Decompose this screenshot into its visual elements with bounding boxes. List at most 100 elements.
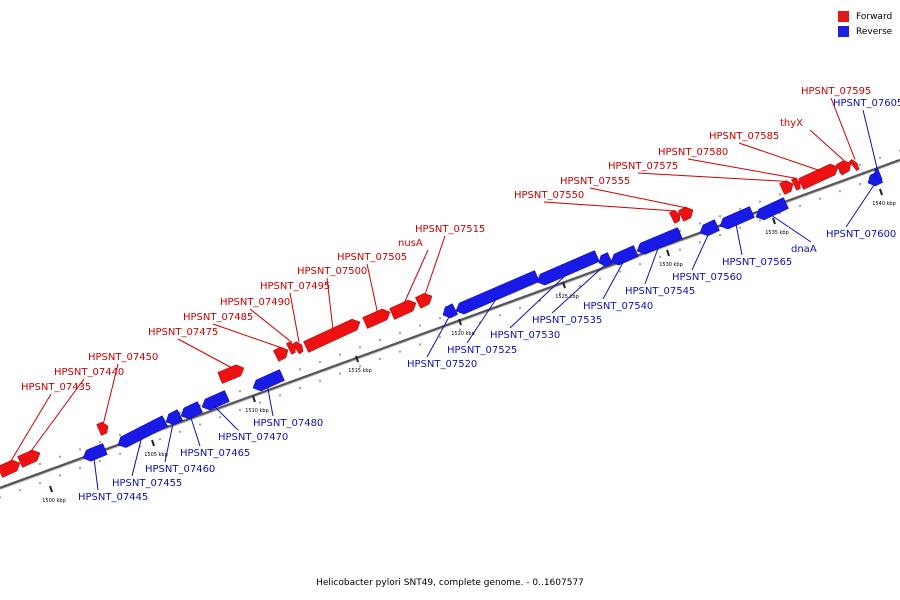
gene-label: HPSNT_07525 bbox=[447, 345, 517, 356]
gene-leader-line bbox=[424, 235, 446, 295]
gene-arrow bbox=[362, 308, 391, 329]
gene-label: HPSNT_07465 bbox=[180, 448, 250, 459]
gene-label: HPSNT_07545 bbox=[625, 286, 695, 297]
gene-arrow bbox=[117, 415, 169, 448]
gene-label: nusA bbox=[398, 238, 423, 249]
gene-label: HPSNT_07550 bbox=[514, 190, 584, 201]
gene-label: HPSNT_07560 bbox=[672, 272, 742, 283]
gene-label: HPSNT_07495 bbox=[260, 281, 330, 292]
gene-leader-line bbox=[289, 292, 300, 343]
gene-label: HPSNT_07595 bbox=[801, 86, 871, 97]
gene-leader-line bbox=[164, 423, 174, 463]
gene-arrow bbox=[790, 177, 801, 191]
gene-arrow bbox=[217, 364, 245, 384]
gene-leader-line bbox=[466, 298, 497, 344]
map-caption: Helicobacter pylori SNT49, complete geno… bbox=[316, 578, 584, 588]
gene-label: HPSNT_07470 bbox=[218, 432, 288, 443]
gene-arrow bbox=[292, 341, 304, 355]
gene-label: HPSNT_07485 bbox=[183, 312, 253, 323]
gene-label: HPSNT_07585 bbox=[709, 131, 779, 142]
gene-arrow bbox=[636, 227, 683, 255]
gene-label: HPSNT_07480 bbox=[253, 418, 323, 429]
gene-leader-line bbox=[845, 184, 875, 228]
gene-label: HPSNT_07500 bbox=[297, 266, 367, 277]
gene-leader-line bbox=[177, 338, 233, 369]
gene-label: HPSNT_07600 bbox=[826, 229, 896, 240]
gene-label: HPSNT_07565 bbox=[722, 257, 792, 268]
gene-label: HPSNT_07490 bbox=[220, 297, 290, 308]
gene-label: HPSNT_07505 bbox=[337, 252, 407, 263]
gene-leader-line bbox=[770, 214, 812, 243]
gene-label: HPSNT_07535 bbox=[532, 315, 602, 326]
gene-arrow bbox=[874, 168, 883, 182]
gene-label: HPSNT_07555 bbox=[560, 176, 630, 187]
gene-leader-line bbox=[93, 458, 99, 491]
tick-label: 1505 kbp bbox=[144, 452, 168, 458]
gene-label: HPSNT_07575 bbox=[608, 161, 678, 172]
gene-leader-line bbox=[691, 233, 709, 271]
gene-label: HPSNT_07445 bbox=[78, 492, 148, 503]
tick-mark bbox=[772, 217, 776, 225]
legend-item-reverse: Reverse bbox=[838, 24, 892, 39]
gene-leader-line bbox=[809, 129, 846, 162]
legend-label-reverse: Reverse bbox=[856, 26, 893, 37]
gene-arrow bbox=[610, 245, 639, 266]
gene-arrow bbox=[201, 390, 230, 411]
gene-label: HPSNT_07580 bbox=[658, 147, 728, 158]
gene-leader-line bbox=[103, 363, 119, 424]
gene-arrow bbox=[849, 159, 860, 172]
gene-arrow bbox=[17, 449, 41, 468]
tick-label: 1525 kbp bbox=[555, 294, 579, 300]
gene-label: HPSNT_07460 bbox=[145, 464, 215, 475]
tick-mark bbox=[49, 485, 53, 493]
gene-arrow bbox=[699, 219, 720, 237]
gene-arrow bbox=[82, 443, 108, 462]
tick-label: 1515 kbp bbox=[348, 368, 372, 374]
gene-arrow bbox=[442, 303, 459, 319]
tick-label: 1520 kbp bbox=[451, 331, 475, 337]
gene-arrow bbox=[180, 401, 203, 420]
gene-leader-line bbox=[830, 97, 856, 160]
gene-label: HPSNT_07440 bbox=[54, 367, 124, 378]
gene-leader-line bbox=[249, 308, 293, 343]
tick-mark bbox=[458, 318, 462, 326]
gene-label: HPSNT_07520 bbox=[407, 359, 477, 370]
tick-mark bbox=[355, 355, 359, 363]
gene-label: HPSNT_07450 bbox=[88, 352, 158, 363]
gene-label: HPSNT_07435 bbox=[21, 382, 91, 393]
gene-label: HPSNT_07530 bbox=[490, 330, 560, 341]
gene-leader-line bbox=[589, 187, 688, 209]
gene-label: HPSNT_07475 bbox=[148, 327, 218, 338]
gene-arrow bbox=[668, 209, 681, 224]
gene-leader-line bbox=[214, 406, 239, 431]
gene-arrow bbox=[414, 293, 433, 309]
gene-label: dnaA bbox=[791, 244, 817, 255]
gene-arrow bbox=[303, 318, 361, 353]
gene-label: thyX bbox=[780, 118, 803, 129]
gene-leader-line bbox=[602, 261, 624, 300]
gene-arrow bbox=[798, 163, 839, 190]
gene-leader-line bbox=[190, 416, 201, 447]
gene-arrow bbox=[598, 252, 613, 267]
tick-label: 1535 kbp bbox=[765, 230, 789, 236]
tick-label: 1500 kbp bbox=[42, 498, 66, 504]
gene-arrow bbox=[755, 197, 789, 221]
gene-leader-line bbox=[131, 437, 142, 477]
gene-arrow bbox=[835, 160, 852, 176]
gene-arrow bbox=[252, 369, 285, 392]
gene-leader-line bbox=[426, 316, 450, 358]
gene-leader-line bbox=[551, 265, 605, 314]
gene-leader-line bbox=[644, 246, 659, 285]
gene-leader-line bbox=[9, 393, 52, 463]
gene-arrow bbox=[389, 299, 417, 320]
gene-label: HPSNT_07455 bbox=[112, 478, 182, 489]
gene-label: HPSNT_07515 bbox=[415, 224, 485, 235]
reverse-swatch bbox=[838, 26, 849, 37]
gene-leader-line bbox=[29, 378, 85, 453]
gene-leader-line bbox=[687, 158, 798, 179]
gene-leader-line bbox=[862, 109, 878, 171]
gene-leader-line bbox=[509, 273, 568, 329]
tick-label: 1530 kbp bbox=[659, 262, 683, 268]
gene-arrow bbox=[272, 346, 289, 362]
